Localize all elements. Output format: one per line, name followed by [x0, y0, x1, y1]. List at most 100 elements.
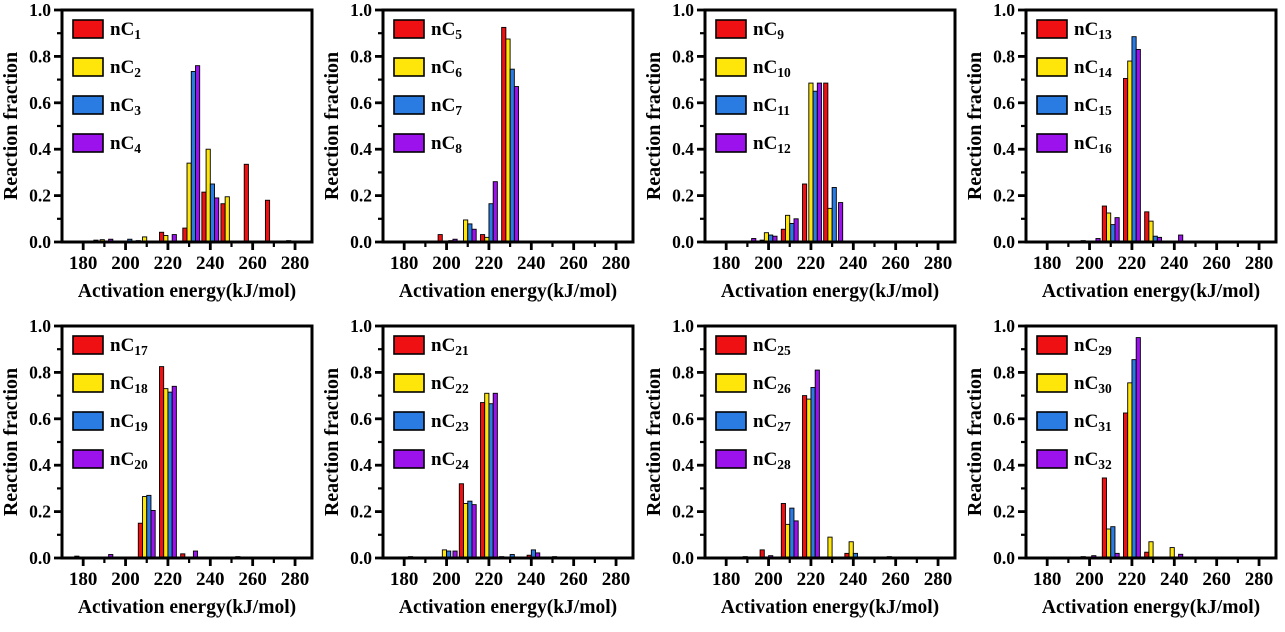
- x-tick-label: 240: [1160, 253, 1189, 274]
- x-tick-label: 260: [560, 253, 589, 274]
- bar-nC26-at-239: [848, 541, 854, 559]
- y-tick-label: 0.2: [993, 502, 1015, 522]
- legend-label-nC10: nC10: [753, 57, 791, 80]
- y-tick-label: 0.2: [672, 502, 694, 522]
- y-tick-label: 0.0: [672, 548, 694, 568]
- y-tick-label: 0.4: [350, 455, 372, 475]
- legend-swatch-nC5: [393, 19, 426, 39]
- bar-nC27-at-211: [788, 507, 794, 559]
- legend: nC25 nC26 nC27 nC28: [714, 335, 791, 472]
- legend-label-nC17: nC17: [110, 335, 148, 358]
- bar-nC12-at-213: [793, 218, 799, 243]
- x-tick-label: 280: [281, 253, 310, 274]
- x-tick-label: 180: [390, 253, 419, 274]
- legend-label-nC23: nC23: [431, 411, 469, 434]
- chart-panel-nc29-nc32: 180 200 220 240 260 280 0.0 0.2 0.4 0.6 0.8 1.0 Acti…: [964, 316, 1285, 632]
- bar-nC31-at-221: [1131, 359, 1137, 559]
- x-axis-title: Activation energy(kJ/mol): [1042, 597, 1260, 618]
- chart-svg-nC25-nC28: 180 200 220 240 260 280 0.0 0.2 0.4 0.6 0.8 1.0 Acti…: [643, 316, 956, 618]
- legend-label-nC3: nC3: [110, 95, 141, 118]
- y-tick-label: 1.0: [29, 0, 51, 20]
- x-tick-label: 240: [839, 253, 868, 274]
- x-axis-title: Activation energy(kJ/mol): [720, 281, 938, 302]
- legend-label-nC16: nC16: [1074, 133, 1112, 156]
- x-tick-label: 180: [711, 253, 740, 274]
- legend-swatch-nC26: [714, 373, 747, 393]
- legend-label-nC29: nC29: [1074, 335, 1112, 358]
- bar-nC6-at-229: [505, 38, 511, 243]
- legend-swatch-nC32: [1035, 449, 1068, 469]
- chart-svg-nC5-nC8: 180 200 220 240 260 280 0.0 0.2 0.4 0.6 0.8 1.0 Acti…: [321, 0, 635, 302]
- x-axis-title: Activation energy(kJ/mol): [399, 597, 617, 618]
- x-tick-label: 260: [560, 569, 589, 590]
- y-tick-label: 0.0: [672, 232, 694, 252]
- legend-label-nC24: nC24: [431, 449, 469, 472]
- x-axis-title: Activation energy(kJ/mol): [399, 281, 617, 302]
- bar-nC24-at-213: [471, 504, 477, 559]
- y-tick-label: 0.6: [672, 93, 694, 113]
- chart-panel-nc17-nc20: 180 200 220 240 260 280 0.0 0.2 0.4 0.6 0.8 1.0 Acti…: [0, 316, 321, 632]
- bar-nC30-at-219: [1127, 382, 1133, 559]
- x-tick-label: 280: [602, 569, 631, 590]
- bar-nC1-at-228: [182, 227, 188, 243]
- legend: nC13 nC14 nC15 nC16: [1035, 19, 1112, 156]
- y-tick-label: 0.2: [350, 502, 372, 522]
- x-tick-label: 180: [390, 569, 419, 590]
- x-tick-label: 260: [881, 253, 910, 274]
- y-tick-label: 0.0: [29, 548, 51, 568]
- bar-nC1-at-257: [243, 163, 249, 243]
- y-tick-label: 0.2: [672, 186, 694, 206]
- x-tick-label: 180: [69, 253, 98, 274]
- x-tick-label: 240: [196, 569, 225, 590]
- x-axis-title: Activation energy(kJ/mol): [1042, 281, 1260, 302]
- bar-nC19-at-211: [146, 494, 152, 559]
- y-tick-label: 0.0: [350, 548, 372, 568]
- y-axis: 0.0 0.2 0.4 0.6 0.8 1.0: [993, 0, 1026, 252]
- bar-nC10-at-229: [826, 207, 833, 243]
- x-tick-label: 200: [111, 253, 140, 274]
- bar-nC1-at-237: [201, 191, 207, 243]
- x-axis-title: Activation energy(kJ/mol): [78, 597, 296, 618]
- bars-group: [742, 369, 892, 559]
- y-tick-label: 0.0: [993, 548, 1015, 568]
- bar-nC31-at-211: [1110, 526, 1116, 559]
- bar-nC7-at-231: [509, 68, 516, 243]
- y-tick-label: 0.2: [29, 186, 51, 206]
- y-tick-label: 0.8: [993, 362, 1015, 382]
- legend-swatch-nC6: [393, 57, 426, 77]
- legend-swatch-nC17: [72, 335, 104, 355]
- y-axis-title: Reaction fraction: [964, 368, 986, 516]
- y-axis: 0.0 0.2 0.4 0.6 0.8 1.0: [29, 0, 62, 252]
- legend-swatch-nC20: [72, 449, 104, 469]
- y-tick-label: 0.6: [29, 409, 51, 429]
- x-tick-label: 280: [923, 569, 952, 590]
- legend-label-nC31: nC31: [1074, 411, 1112, 434]
- x-tick-label: 220: [475, 253, 504, 274]
- bar-nC21-at-207: [459, 483, 465, 559]
- legend-label-nC14: nC14: [1074, 57, 1112, 80]
- bar-nC30-at-209: [1105, 528, 1111, 559]
- bar-nC17-at-217: [159, 366, 165, 559]
- chart-svg-nC29-nC32: 180 200 220 240 260 280 0.0 0.2 0.4 0.6 0.8 1.0 Acti…: [964, 316, 1278, 618]
- y-tick-label: 1.0: [993, 0, 1015, 20]
- bar-nC29-at-207: [1101, 477, 1107, 559]
- y-axis-title: Reaction fraction: [964, 52, 986, 200]
- x-tick-label: 180: [711, 569, 740, 590]
- plot-frame: [703, 8, 956, 244]
- x-tick-label: 280: [1245, 253, 1274, 274]
- y-tick-label: 0.8: [29, 362, 51, 382]
- x-tick-label: 200: [1075, 569, 1104, 590]
- y-tick-label: 1.0: [672, 0, 694, 20]
- y-tick-label: 1.0: [29, 316, 51, 336]
- legend-swatch-nC13: [1035, 19, 1068, 39]
- bar-nC26-at-209: [784, 523, 790, 559]
- y-tick-label: 0.8: [350, 362, 372, 382]
- bar-nC22-at-209: [463, 503, 469, 559]
- legend-label-nC19: nC19: [110, 411, 148, 434]
- x-tick-label: 200: [433, 569, 462, 590]
- y-tick-label: 0.4: [672, 455, 694, 475]
- bar-nC11-at-211: [788, 222, 794, 243]
- x-axis: 180 200 220 240 260 280: [69, 558, 309, 590]
- legend-swatch-nC25: [714, 335, 747, 355]
